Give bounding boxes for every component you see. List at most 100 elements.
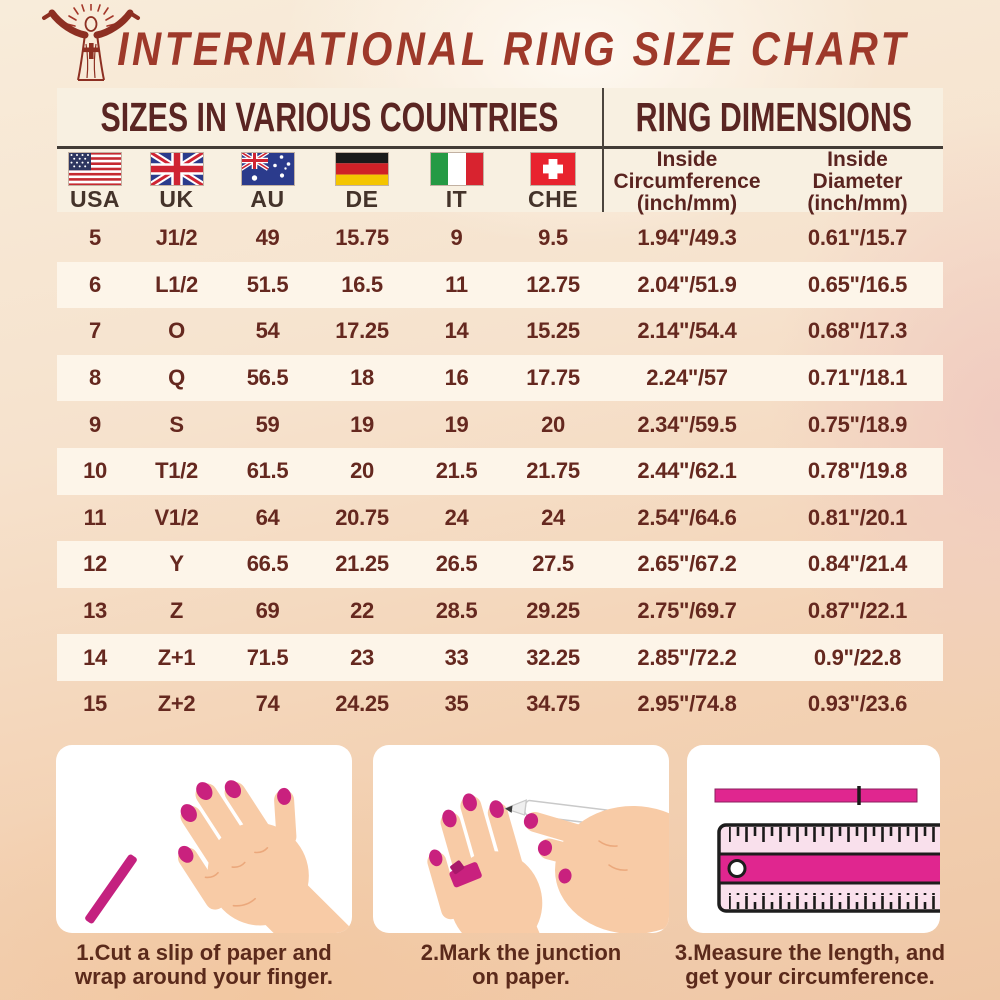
- size-cell: V1/2: [154, 504, 199, 530]
- country-label: UK: [159, 186, 194, 213]
- size-cell: 21.75: [526, 458, 580, 484]
- size-cell: 19: [444, 411, 469, 437]
- size-cell: 15: [83, 691, 107, 717]
- size-cell: Z+1: [157, 644, 196, 670]
- column-header-au: AU: [220, 152, 315, 211]
- size-cell: 16.5: [341, 271, 383, 297]
- country-label: CHE: [527, 186, 579, 213]
- column-header-che: CHE: [504, 152, 602, 211]
- size-cell: 22: [350, 598, 374, 624]
- size-cell: 12: [83, 551, 107, 577]
- size-cell: 9: [89, 411, 101, 437]
- hands-marking-paper-illustration: [427, 793, 669, 933]
- size-row: 9 S 59 19 19 20 2.34"/59.5 0.75"/18.9: [57, 401, 943, 448]
- column-header-de: DE: [315, 152, 409, 211]
- size-cell: 54: [255, 318, 280, 344]
- de-flag-icon: [335, 152, 389, 187]
- size-row: 12 Y 66.5 21.25 26.5 27.5 2.65"/67.2 0.84"/21.4: [57, 541, 943, 588]
- country-label: IT: [445, 186, 468, 213]
- uk-flag-icon: [149, 152, 204, 187]
- size-cell: 0.81"/20.1: [807, 504, 908, 530]
- size-cell: 35: [444, 691, 469, 717]
- size-cell: 24.25: [335, 691, 389, 717]
- size-cell: 71.5: [246, 644, 289, 670]
- size-cell: 27.5: [532, 551, 574, 577]
- country-label: AU: [250, 186, 285, 213]
- size-cell: 23: [350, 644, 374, 670]
- size-cell: J1/2: [155, 225, 198, 251]
- size-cell: 16: [444, 365, 469, 391]
- size-cell: 2.65"/67.2: [637, 551, 737, 577]
- size-cell: 24: [541, 504, 565, 530]
- size-cell: 1.94"/49.3: [637, 225, 737, 251]
- column-header-inside-circumference: Inside Circumference (inch/mm): [613, 148, 761, 215]
- size-cell: 74: [255, 691, 280, 717]
- country-flags-row: USA UK: [57, 148, 943, 215]
- column-header-uk: UK: [133, 152, 220, 211]
- size-cell: 0.75"/18.9: [807, 411, 908, 437]
- size-row: 8 Q 56.5 18 16 17.75 2.24"/57 0.71"/18.1: [57, 354, 943, 402]
- size-cell: O: [168, 318, 185, 344]
- size-cell: T1/2: [155, 458, 198, 484]
- size-cell: 0.9"/22.8: [813, 644, 902, 670]
- country-label: USA: [69, 186, 121, 213]
- it-flag-icon: [429, 152, 484, 187]
- size-cell: 20: [350, 458, 374, 484]
- size-cell: 8: [89, 365, 101, 391]
- size-cell: 19: [350, 411, 374, 437]
- instruction-panel-1: [56, 745, 352, 933]
- size-cell: 10: [83, 458, 107, 484]
- size-cell: 59: [255, 411, 280, 437]
- hand-with-paper-strip-illustration: [85, 780, 352, 933]
- size-row: 5 J1/2 49 15.75 9 9.5 1.94"/49.3 0.61"/15.7: [57, 215, 943, 262]
- size-cell: Q: [168, 365, 185, 391]
- size-cell: 0.78"/19.8: [807, 458, 908, 484]
- size-cell: 2.85"/72.2: [637, 644, 737, 670]
- size-cell: 11: [83, 504, 107, 530]
- size-cell: 7: [89, 318, 101, 344]
- size-cell: Y: [169, 551, 184, 577]
- au-flag-icon: [240, 152, 295, 187]
- size-cell: 2.95"/74.8: [637, 691, 737, 717]
- size-cell: 20: [541, 411, 565, 437]
- size-cell: 66.5: [246, 551, 289, 577]
- size-cell: 2.34"/59.5: [637, 411, 737, 437]
- size-cell: Z+2: [157, 691, 196, 717]
- size-cell: 32.25: [526, 644, 580, 670]
- size-cell: 64: [255, 504, 280, 530]
- size-cell: 0.68"/17.3: [807, 318, 908, 344]
- size-cell: 11: [445, 271, 468, 297]
- size-cell: 20.75: [335, 504, 389, 530]
- size-cell: 0.71"/18.1: [807, 365, 908, 391]
- header-vertical-divider: [602, 88, 604, 212]
- size-cell: 18: [350, 365, 374, 391]
- size-row: 11 V1/2 64 20.75 24 24 2.54"/64.6 0.81"/20.1: [57, 495, 943, 542]
- size-row: 14 Z+1 71.5 23 33 32.25 2.85"/72.2 0.9"/22.8: [57, 634, 943, 681]
- size-cell: 2.54"/64.6: [637, 504, 737, 530]
- size-cell: 0.93"/23.6: [807, 691, 908, 717]
- table-header-band: SIZES IN VARIOUS COUNTRIES RING DIMENSIO…: [57, 88, 943, 215]
- size-cell: 5: [89, 225, 101, 251]
- size-cell: 9.5: [538, 225, 568, 251]
- section-header-dimensions: RING DIMENSIONS: [635, 93, 912, 140]
- size-cell: 56.5: [246, 365, 289, 391]
- size-cell: 17.25: [335, 318, 389, 344]
- size-cell: 28.5: [435, 598, 478, 624]
- usa-flag-icon: [68, 152, 122, 187]
- size-row: 7 O 54 17.25 14 15.25 2.14"/54.4 0.68"/17.3: [57, 308, 943, 355]
- size-cell: 69: [255, 598, 280, 624]
- size-cell: Z: [169, 598, 184, 624]
- size-cell: 0.65"/16.5: [807, 271, 908, 297]
- jesus-christ-logo-icon: [42, 4, 140, 81]
- size-row: 13 Z 69 22 28.5 29.25 2.75"/69.7 0.87"/22.1: [57, 588, 943, 635]
- size-cell: 9: [450, 225, 463, 251]
- che-flag-icon: [530, 152, 576, 187]
- size-cell: S: [169, 411, 184, 437]
- size-row: 15 Z+2 74 24.25 35 34.75 2.95"/74.8 0.93"/23.6: [57, 681, 943, 728]
- instruction-caption-1: 1.Cut a slip of paper and wrap around yo…: [75, 940, 333, 990]
- size-cell: 14: [444, 318, 469, 344]
- size-cell: 24: [444, 504, 469, 530]
- size-cell: 0.84"/21.4: [807, 551, 908, 577]
- header-horizontal-divider: [57, 146, 943, 149]
- size-cell: 51.5: [246, 271, 289, 297]
